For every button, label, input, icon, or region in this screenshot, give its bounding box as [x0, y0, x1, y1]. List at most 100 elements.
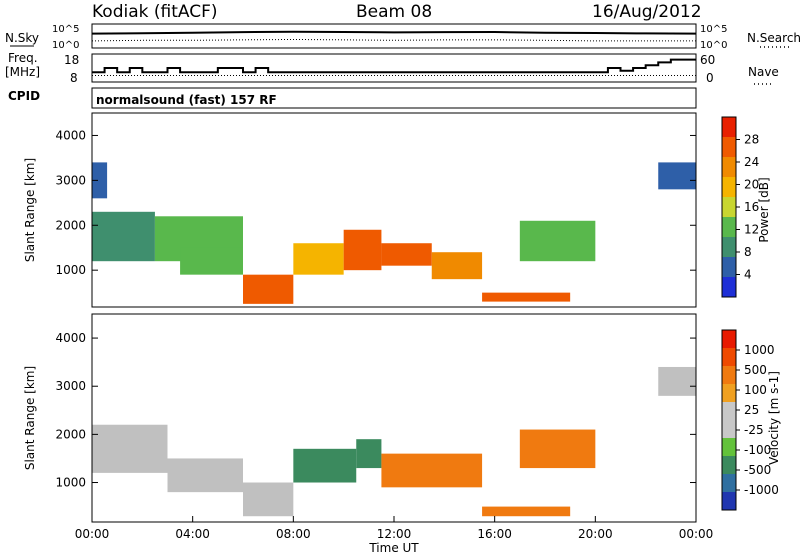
- x-tick-label: 00:00: [679, 527, 714, 541]
- nave-label: Nave: [748, 65, 779, 79]
- cpid-panel: CPID normalsound (fast) 157 RF: [8, 87, 697, 109]
- power-colorbar-swatch: [722, 117, 736, 137]
- velocity-colorbar-swatch: [722, 438, 736, 456]
- x-tick-label: 12:00: [377, 527, 412, 541]
- x-tick-label: 00:00: [75, 527, 110, 541]
- power-colorbar-swatch: [722, 277, 736, 297]
- freq-tick-top: 18: [64, 53, 79, 67]
- nave-tick-top: 60: [700, 53, 715, 67]
- x-tick-label: 20:00: [578, 527, 613, 541]
- velocity-colorbar-swatch: [722, 492, 736, 510]
- noise-panel-frame: [91, 23, 697, 49]
- velocity-colorbar-tick-label: 100: [744, 383, 767, 397]
- velocity-colorbar-frame: [721, 329, 737, 511]
- y-tick-label: 1000: [55, 476, 86, 490]
- noise-panel: N.Sky 10^5 10^0 10^5 10^0 N.Search: [5, 23, 800, 51]
- cpid-value: normalsound (fast) 157 RF: [96, 93, 277, 107]
- nsky-label: N.Sky: [5, 31, 39, 45]
- velocity-region: [381, 453, 483, 488]
- x-tick-label: 08:00: [276, 527, 311, 541]
- velocity-region: [167, 458, 243, 493]
- velocity-region: [293, 448, 357, 483]
- y-tick-label: 4000: [55, 331, 86, 345]
- power-colorbar-tick-label: 16: [744, 200, 759, 214]
- velocity-colorbar-tick-label: 500: [744, 363, 767, 377]
- power-colorbar-swatch: [722, 217, 736, 237]
- velocity-colorbar-tick-label: 1000: [744, 343, 775, 357]
- noise-tick-right-top: 10^5: [700, 24, 727, 35]
- power-ylabel: Slant Range [km]: [23, 158, 37, 262]
- velocity-colorbar-label: Velocity [m s-1]: [767, 371, 781, 465]
- power-region: [180, 247, 243, 275]
- power-region: [519, 220, 596, 262]
- power-colorbar-tick-label: 24: [744, 155, 759, 169]
- y-tick-label: 2000: [55, 427, 86, 441]
- power-colorbar-swatch: [722, 177, 736, 197]
- velocity-colorbar-swatch: [722, 402, 736, 420]
- freq-label-line1: Freq.: [8, 51, 38, 65]
- power-colorbar-tick-label: 12: [744, 223, 759, 237]
- velocity-colorbar-swatch: [722, 420, 736, 438]
- velocity-y-axis: 1000 2000 3000 4000: [55, 331, 696, 490]
- power-region: [381, 243, 432, 266]
- velocity-colorbar-swatch: [722, 330, 736, 348]
- velocity-region: [243, 482, 294, 517]
- velocity-region: [92, 424, 168, 473]
- power-region: [343, 229, 382, 271]
- y-tick-label: 1000: [55, 263, 86, 277]
- power-y-axis: 1000 2000 3000 4000: [55, 128, 696, 277]
- power-colorbar-tick-label: 4: [744, 268, 752, 282]
- freq-label-line2: [MHz]: [5, 65, 40, 79]
- velocity-colorbar-tick-label: 25: [744, 403, 759, 417]
- power-panel: 1000 2000 3000 4000 Slant Range [km] 4 8 12 16…: [23, 112, 771, 308]
- freq-tick-bottom: 8: [70, 71, 78, 85]
- power-colorbar: 4 8 12 16 20 24 28: [721, 116, 759, 298]
- nave-tick-bottom: 0: [706, 71, 714, 85]
- power-region: [482, 292, 571, 302]
- velocity-colorbar-swatch: [722, 474, 736, 492]
- noise-tick-right-bottom: 10^0: [700, 40, 727, 51]
- beam-title: Beam 08: [356, 2, 432, 22]
- power-region: [658, 162, 696, 190]
- velocity-region: [482, 506, 571, 517]
- noise-tick-left-bottom: 10^0: [52, 40, 79, 51]
- velocity-x-axis: 00:00 04:00 08:00 12:00 16:00 20:00 00:00: [75, 516, 714, 541]
- station-title: Kodiak (fitACF): [92, 2, 218, 22]
- power-colorbar-tick-label: 20: [744, 178, 759, 192]
- velocity-region: [519, 429, 596, 469]
- power-region: [92, 211, 155, 262]
- power-colorbar-tick-label: 28: [744, 133, 759, 147]
- power-region: [431, 252, 483, 280]
- y-tick-label: 3000: [55, 173, 86, 187]
- velocity-region: [356, 439, 382, 469]
- velocity-colorbar-tick-label: -25: [744, 423, 764, 437]
- power-colorbar-tick-label: 8: [744, 245, 752, 259]
- power-region: [243, 274, 294, 304]
- y-tick-label: 2000: [55, 218, 86, 232]
- velocity-colorbar-swatch: [722, 348, 736, 366]
- velocity-colorbar-swatch: [722, 384, 736, 402]
- velocity-colorbar-tick-label: -100: [744, 443, 771, 457]
- nsearch-label: N.Search: [747, 31, 800, 45]
- power-colorbar-swatch: [722, 257, 736, 277]
- velocity-xlabel: Time UT: [368, 541, 419, 554]
- power-colorbar-swatch: [722, 197, 736, 217]
- velocity-cells: [92, 366, 696, 517]
- freq-panel-frame: [91, 53, 697, 83]
- velocity-ylabel: Slant Range [km]: [23, 366, 37, 470]
- power-colorbar-swatch: [722, 237, 736, 257]
- power-colorbar-label: Power [dB]: [757, 177, 771, 242]
- velocity-colorbar-tick-label: -500: [744, 463, 771, 477]
- power-cells: [92, 162, 696, 304]
- y-tick-label: 4000: [55, 128, 86, 142]
- nsearch-series-line: [91, 38, 696, 42]
- cpid-label: CPID: [8, 89, 40, 103]
- power-colorbar-swatch: [722, 157, 736, 177]
- power-panel-bg: [92, 113, 696, 307]
- velocity-colorbar-tick-label: -1000: [744, 483, 779, 497]
- velocity-colorbar-swatch: [722, 456, 736, 474]
- x-tick-label: 16:00: [477, 527, 512, 541]
- power-region: [92, 162, 108, 199]
